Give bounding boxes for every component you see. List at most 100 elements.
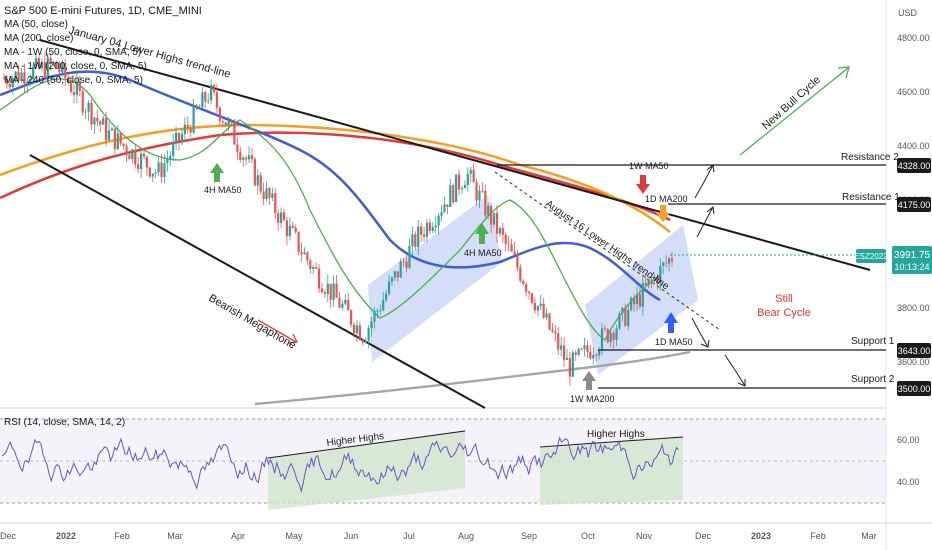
candle-body xyxy=(367,328,370,341)
new-bull-arrow-head xyxy=(837,66,850,79)
candle-body xyxy=(484,190,487,216)
candle-body xyxy=(548,313,551,330)
candle-body xyxy=(69,82,73,93)
candle-body xyxy=(75,81,79,96)
candle-body xyxy=(151,173,154,177)
candle-body xyxy=(78,81,81,92)
resistance-1-label: Resistance 1 xyxy=(842,192,900,203)
time-tick-label: Dec xyxy=(695,531,712,541)
candle-body xyxy=(125,146,128,155)
candle-body xyxy=(405,261,408,268)
candle-body xyxy=(662,262,665,266)
blue-arrow-up xyxy=(664,312,678,333)
svg-text:ESZ2022: ESZ2022 xyxy=(854,252,888,261)
candle-body xyxy=(274,193,277,214)
candle-body xyxy=(571,352,574,377)
candle-body xyxy=(297,231,300,253)
ma1w200-label: 1W MA200 xyxy=(570,394,615,404)
time-tick-label: Feb xyxy=(810,531,826,541)
svg-text:10:13:24: 10:13:24 xyxy=(894,262,929,272)
candle-body xyxy=(504,234,507,244)
time-tick-label: Jul xyxy=(403,531,415,541)
candle-body xyxy=(2,78,6,80)
candle-body xyxy=(656,276,659,284)
candle-body xyxy=(338,297,341,308)
rsi-higher-highs-line-1 xyxy=(267,430,466,459)
svg-text:3991.75: 3991.75 xyxy=(894,250,931,261)
ma-1w-200-line xyxy=(254,350,691,406)
candle-body xyxy=(495,212,499,234)
time-tick-label: Mar xyxy=(861,531,877,541)
candle-body xyxy=(492,212,496,225)
svg-text:4175.00: 4175.00 xyxy=(898,200,931,210)
candle-body xyxy=(250,155,254,160)
candle-body xyxy=(280,212,283,223)
ma-200-line xyxy=(0,131,671,222)
candle-body xyxy=(55,61,58,68)
candle-body xyxy=(519,267,522,281)
candle-body xyxy=(533,302,536,311)
candle-body xyxy=(233,122,236,145)
indicator-ma50[interactable]: MA (50, close) xyxy=(4,19,68,30)
candle-body xyxy=(294,227,297,232)
candle-body xyxy=(382,300,385,311)
candle-body xyxy=(207,100,210,102)
time-tick-label: 2023 xyxy=(751,531,771,541)
candle-body xyxy=(618,313,621,329)
candle-body xyxy=(350,310,353,325)
candle-body xyxy=(119,133,122,144)
candle-body xyxy=(37,58,41,69)
candle-body xyxy=(542,303,545,318)
rsi-tick-label: 60.00 xyxy=(897,435,920,445)
candle-body xyxy=(320,288,324,293)
candle-body xyxy=(183,124,186,135)
candle-body xyxy=(277,213,280,223)
candle-body xyxy=(545,313,548,318)
candle-body xyxy=(326,283,329,295)
candle-body xyxy=(667,258,671,264)
candle-body xyxy=(58,67,61,73)
price-tick-label: 4400.00 xyxy=(897,141,930,151)
candle-body xyxy=(609,332,612,343)
candle-body xyxy=(516,254,519,268)
candle-body xyxy=(212,84,216,93)
indicator-ma200[interactable]: MA (200, close) xyxy=(4,33,74,44)
candle-body xyxy=(632,297,636,305)
candle-body xyxy=(195,105,198,109)
indicator-ma-1w-200[interactable]: MA - 1W (200, close, 0, SMA, 5) xyxy=(4,61,147,72)
ma-1w-50-line xyxy=(0,123,671,233)
candle-body xyxy=(99,121,102,125)
candle-body xyxy=(376,310,379,312)
candle-body xyxy=(460,188,464,190)
candle-body xyxy=(396,271,399,278)
candle-body xyxy=(530,293,534,303)
indicator-ma-240[interactable]: MA - 240 (50, close, 0, SMA, 5) xyxy=(4,75,143,86)
candle-body xyxy=(140,153,143,170)
candle-body xyxy=(457,174,461,190)
candle-body xyxy=(29,79,32,82)
candle-body xyxy=(160,162,163,177)
candle-body xyxy=(113,128,116,150)
time-tick-label: Oct xyxy=(581,531,596,541)
indicator-ma-1w-50[interactable]: MA - 1W (50, close, 0, SMA, 5) xyxy=(4,47,142,58)
candle-body xyxy=(361,339,364,343)
candle-body xyxy=(612,332,615,340)
level-badge-4328: 4328.00 xyxy=(897,158,931,173)
candle-body xyxy=(408,245,411,268)
candle-body xyxy=(449,185,452,207)
candle-body xyxy=(300,252,303,255)
candle-body xyxy=(574,352,577,355)
price-tick-label: 4600.00 xyxy=(897,87,930,97)
candles-group xyxy=(2,53,674,386)
candle-body xyxy=(635,294,639,305)
candle-body xyxy=(303,252,306,255)
candle-body xyxy=(102,118,105,125)
candle-body xyxy=(46,57,49,78)
candle-body xyxy=(565,358,569,360)
price-tick-label: 4800.00 xyxy=(897,33,930,43)
candle-body xyxy=(554,331,557,334)
svg-text:4328.00: 4328.00 xyxy=(898,161,931,171)
time-tick-label: Dec xyxy=(0,531,16,541)
candle-body xyxy=(420,226,423,235)
